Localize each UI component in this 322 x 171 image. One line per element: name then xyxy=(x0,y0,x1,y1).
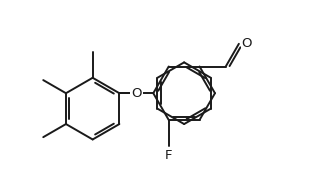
Text: O: O xyxy=(241,37,252,50)
Text: O: O xyxy=(131,87,142,100)
Text: F: F xyxy=(165,149,173,162)
